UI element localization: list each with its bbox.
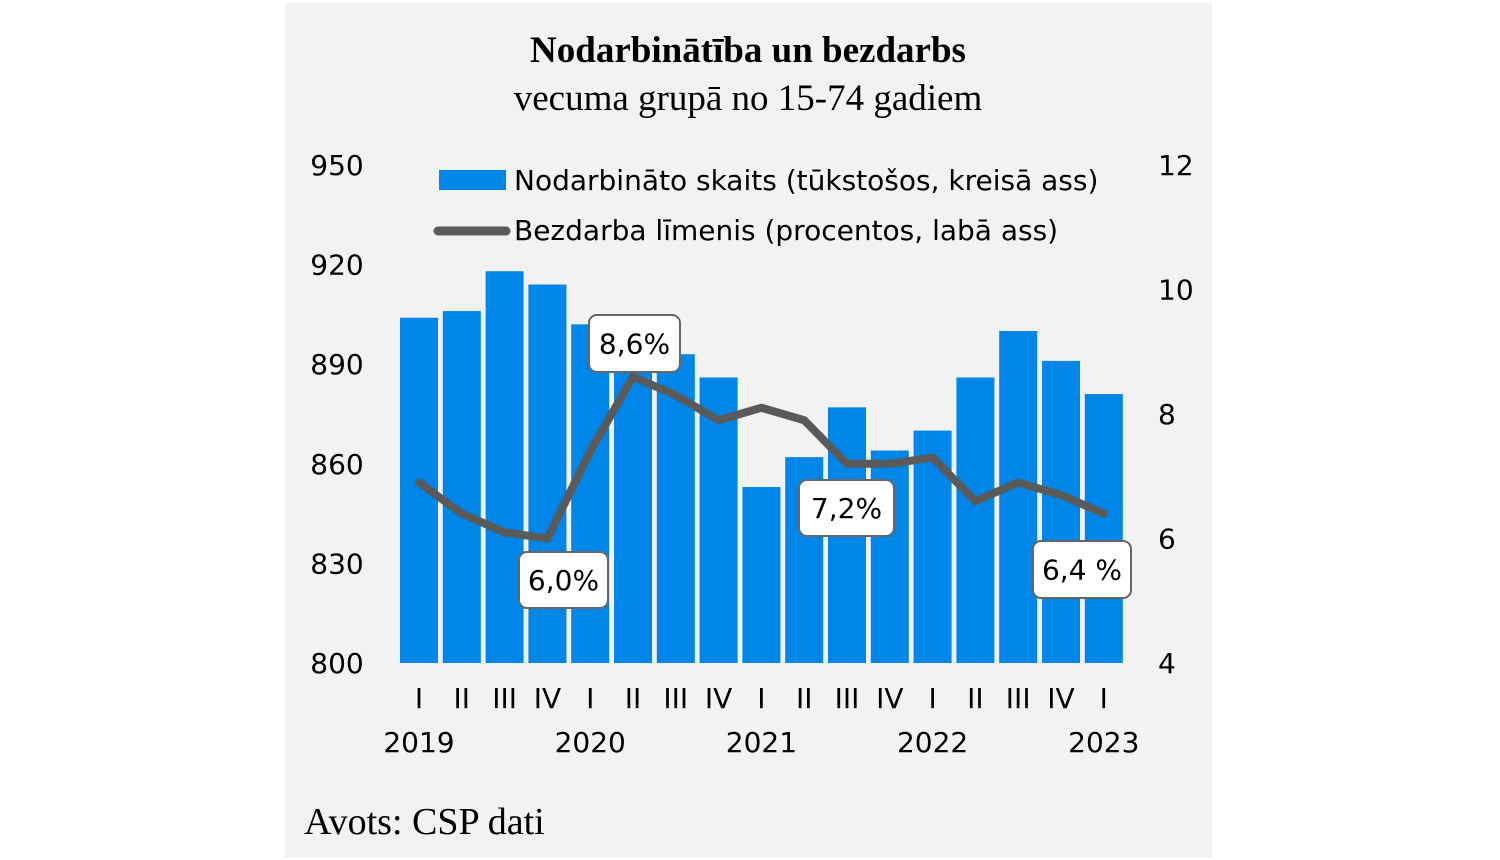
bar bbox=[442, 311, 481, 663]
year-label: 2022 bbox=[897, 726, 968, 759]
bar bbox=[956, 377, 995, 663]
quarter-label: I bbox=[928, 682, 936, 715]
quarter-label: I bbox=[757, 682, 765, 715]
quarter-label: III bbox=[1006, 682, 1031, 715]
quarter-label: I bbox=[1100, 682, 1108, 715]
quarter-label: IV bbox=[534, 682, 561, 715]
legend: Nodarbināto skaits (tūkstošos, kreisā as… bbox=[433, 164, 1098, 247]
year-label: 2019 bbox=[383, 726, 454, 759]
legend-bar-label: Nodarbināto skaits (tūkstošos, kreisā as… bbox=[514, 164, 1098, 197]
left-axis: 800 830 860 890 920 950 bbox=[310, 149, 363, 680]
left-tick-label: 800 bbox=[310, 647, 363, 680]
bar bbox=[699, 377, 738, 663]
left-tick-label: 920 bbox=[310, 249, 363, 282]
quarter-label: III bbox=[492, 682, 517, 715]
quarter-label: III bbox=[663, 682, 688, 715]
quarter-label: III bbox=[835, 682, 860, 715]
quarter-label: IV bbox=[705, 682, 732, 715]
quarter-label: IV bbox=[1047, 682, 1074, 715]
quarter-label: II bbox=[796, 682, 813, 715]
quarter-label: II bbox=[454, 682, 471, 715]
unemployment-line bbox=[415, 372, 1108, 543]
bar bbox=[1042, 360, 1080, 663]
annotation-box bbox=[588, 314, 681, 373]
bar bbox=[999, 331, 1038, 663]
annotation-box bbox=[1032, 540, 1132, 599]
annotation-label: 6,0% bbox=[528, 564, 599, 597]
annotation-box bbox=[518, 551, 609, 609]
quarter-label: IV bbox=[876, 682, 903, 715]
line-series bbox=[415, 372, 1108, 543]
left-tick-label: 830 bbox=[310, 547, 363, 580]
source-note: Avots: CSP dati bbox=[304, 801, 545, 843]
legend-line-label: Bezdarba līmenis (procentos, labā ass) bbox=[514, 214, 1058, 247]
left-tick-label: 950 bbox=[310, 149, 363, 182]
left-tick-label: 860 bbox=[310, 448, 363, 481]
right-tick-label: 10 bbox=[1158, 274, 1194, 307]
quarter-label: II bbox=[967, 682, 984, 715]
year-label: 2021 bbox=[726, 726, 797, 759]
right-tick-label: 12 bbox=[1158, 149, 1194, 182]
year-label: 2020 bbox=[555, 726, 626, 759]
right-tick-label: 8 bbox=[1158, 398, 1176, 431]
quarter-label: I bbox=[586, 682, 594, 715]
right-tick-label: 6 bbox=[1158, 523, 1176, 556]
quarter-label: I bbox=[415, 682, 423, 715]
bar bbox=[1084, 394, 1123, 663]
right-tick-label: 4 bbox=[1158, 647, 1176, 680]
annotation-label: 8,6% bbox=[599, 328, 670, 361]
bar bbox=[742, 487, 781, 663]
quarter-label: II bbox=[625, 682, 642, 715]
annotations: 6,0% 8,6% 7,2% 6,4 % bbox=[518, 314, 1132, 609]
right-axis: 4 6 8 10 12 bbox=[1158, 149, 1194, 680]
left-tick-label: 890 bbox=[310, 348, 363, 381]
chart-title: Nodarbinātība un bezdarbs bbox=[530, 30, 966, 71]
annotation-label: 7,2% bbox=[811, 492, 882, 525]
year-label: 2023 bbox=[1068, 726, 1139, 759]
legend-bar-swatch bbox=[439, 170, 506, 190]
chart-subtitle: vecuma grupā no 15-74 gadiem bbox=[514, 78, 983, 119]
annotation-label: 6,4 % bbox=[1042, 554, 1122, 587]
bar bbox=[485, 271, 524, 663]
bar bbox=[571, 324, 610, 663]
annotation-box bbox=[798, 479, 895, 537]
